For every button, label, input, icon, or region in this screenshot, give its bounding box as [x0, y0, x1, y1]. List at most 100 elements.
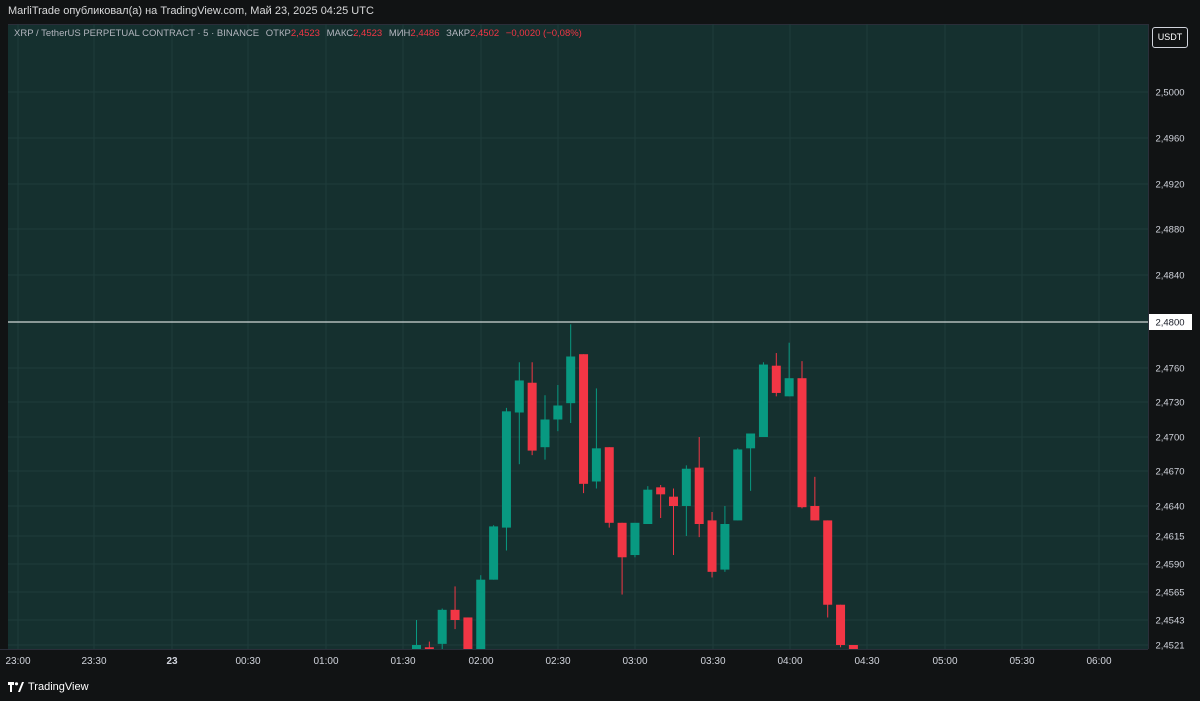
candle[interactable]	[784, 342, 794, 397]
candle[interactable]	[527, 362, 537, 456]
candle[interactable]	[579, 354, 589, 494]
price-tick-label: 2,4800	[1155, 318, 1184, 329]
high-value: 2,4523	[353, 28, 383, 39]
tradingview-brand[interactable]: TradingView	[8, 681, 89, 693]
candle-body	[527, 382, 537, 451]
time-tick-label: 23	[166, 656, 178, 667]
candle[interactable]	[643, 486, 653, 524]
candle-body	[720, 524, 730, 570]
top-bar: MarliTrade опубликовал(а) на TradingView…	[0, 0, 1200, 24]
time-tick-label: 02:00	[468, 656, 493, 667]
candle-body	[579, 354, 589, 484]
currency-button[interactable]: USDT	[1152, 27, 1188, 48]
time-tick-label: 05:30	[1009, 656, 1034, 667]
candle[interactable]	[591, 388, 601, 489]
candle[interactable]	[746, 433, 756, 491]
candle[interactable]	[720, 506, 730, 572]
change-value: −0,0020 (−0,08%)	[505, 28, 582, 39]
candle-body	[501, 411, 511, 528]
candle-body	[643, 489, 653, 524]
candle[interactable]	[514, 362, 524, 465]
time-tick-label: 04:00	[777, 656, 802, 667]
price-tick-label: 2,4615	[1155, 532, 1184, 543]
candle-body	[656, 487, 666, 495]
time-tick-label: 05:00	[932, 656, 957, 667]
candle-body	[604, 447, 614, 523]
candle[interactable]	[463, 617, 473, 663]
candle-body	[771, 365, 781, 393]
candle[interactable]	[836, 604, 846, 648]
candle[interactable]	[848, 645, 858, 658]
candle-body	[707, 520, 717, 572]
ohlc-legend: XRP / TetherUS PERPETUAL CONTRACT · 5 · …	[14, 28, 582, 39]
candle-body	[540, 419, 550, 448]
candle-body	[758, 364, 768, 437]
price-tick-label: 2,4521	[1155, 641, 1184, 652]
candle[interactable]	[810, 476, 820, 521]
candle-body	[617, 522, 627, 558]
candle-body	[848, 645, 858, 649]
candle[interactable]	[450, 586, 460, 630]
close-label: ЗАКР	[446, 28, 471, 39]
symbol-title[interactable]: XRP / TetherUS PERPETUAL CONTRACT · 5 · …	[14, 28, 260, 39]
candle[interactable]	[681, 465, 691, 536]
time-tick-label: 03:00	[622, 656, 647, 667]
candles	[412, 324, 858, 663]
publisher-line: MarliTrade опубликовал(а) на TradingView…	[8, 5, 374, 17]
open-value: 2,4523	[290, 28, 320, 39]
price-line-label-bg	[1149, 314, 1192, 330]
candle-body	[669, 496, 678, 506]
price-tick-label: 2,4565	[1155, 588, 1184, 599]
price-tick-label: 2,4700	[1155, 433, 1184, 444]
candle[interactable]	[694, 437, 704, 538]
candle[interactable]	[489, 525, 499, 580]
candle[interactable]	[476, 575, 486, 663]
price-tick-label: 2,4840	[1155, 271, 1184, 282]
candle[interactable]	[604, 447, 614, 528]
candle[interactable]	[669, 488, 678, 556]
price-tick-label: 2,4640	[1155, 502, 1184, 513]
candle[interactable]	[437, 608, 447, 653]
price-tick-label: 2,4543	[1155, 616, 1184, 627]
candle[interactable]	[540, 395, 550, 460]
candle-body	[463, 617, 473, 649]
time-tick-label: 04:30	[854, 656, 879, 667]
time-axis-labels: 23:00 23:30 23 00:30 01:00 01:30 02:00 02:30 03:…	[5, 656, 1111, 667]
candle[interactable]	[797, 361, 807, 509]
low-label: МИН	[388, 28, 411, 39]
candle[interactable]	[501, 407, 511, 551]
candle[interactable]	[424, 641, 434, 653]
price-tick-label: 2,4960	[1155, 134, 1184, 145]
time-axis[interactable]	[0, 649, 1148, 674]
chart-pane[interactable]	[8, 24, 1148, 650]
time-tick-label: 01:30	[390, 656, 415, 667]
brand-name: TradingView	[28, 681, 89, 693]
time-tick-label: 03:30	[700, 656, 725, 667]
candle[interactable]	[733, 448, 743, 521]
candle[interactable]	[823, 520, 833, 618]
candle-body	[591, 448, 601, 482]
price-axis[interactable]	[1148, 24, 1193, 649]
candle-body	[450, 609, 460, 620]
candle[interactable]	[758, 362, 768, 437]
price-tick-label: 2,4920	[1155, 180, 1184, 191]
candle-body	[630, 522, 640, 556]
candle[interactable]	[630, 522, 640, 558]
candle[interactable]	[707, 512, 717, 578]
candle[interactable]	[656, 485, 666, 518]
candle[interactable]	[771, 353, 781, 397]
candle[interactable]	[566, 324, 576, 423]
candle-body	[437, 609, 447, 644]
candle-body	[810, 506, 820, 521]
candle-body	[746, 433, 756, 449]
candle-body	[514, 380, 524, 413]
grid-lines	[8, 24, 1148, 649]
high-label: МАКС	[326, 28, 354, 39]
candle[interactable]	[553, 385, 563, 432]
candle[interactable]	[617, 522, 627, 595]
candle-body	[797, 378, 807, 508]
open-label: ОТКР	[265, 28, 291, 39]
candle[interactable]	[412, 620, 421, 663]
candle-body	[553, 405, 563, 420]
